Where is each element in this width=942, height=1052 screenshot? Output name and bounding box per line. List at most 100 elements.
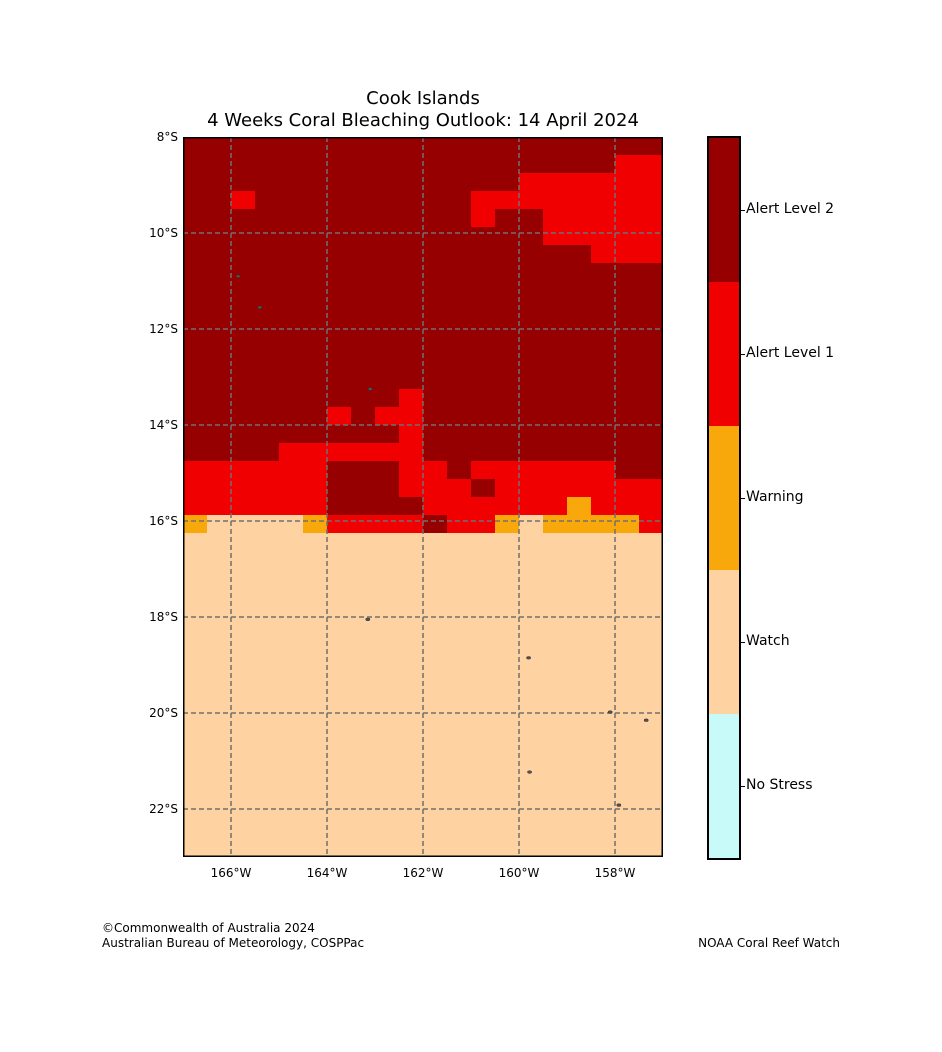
map-cell [447, 209, 472, 228]
map-cell [375, 605, 400, 624]
map-cell [495, 407, 520, 426]
map-cell [375, 173, 400, 192]
map-cell [399, 677, 424, 696]
map-cell [543, 389, 568, 408]
map-cell [447, 389, 472, 408]
map-cell [591, 731, 616, 750]
map-cell [471, 605, 496, 624]
lat-label-22s: 22°S [149, 802, 178, 816]
map-cell [327, 731, 352, 750]
map-cell [639, 155, 663, 174]
map-cell [447, 533, 472, 552]
map-cell [327, 641, 352, 660]
map-cell [615, 497, 640, 516]
map-cell [303, 623, 328, 642]
map-cell [495, 677, 520, 696]
map-cell [471, 659, 496, 678]
map-cell [447, 839, 472, 857]
map-cell [207, 209, 232, 228]
map-cell [399, 371, 424, 390]
map-cell [567, 713, 592, 732]
map-cell [375, 245, 400, 264]
map-cell [279, 515, 304, 534]
map-cell [519, 299, 544, 318]
map-cell [615, 173, 640, 192]
map-cell [591, 623, 616, 642]
map-cell [591, 659, 616, 678]
map-cell [639, 695, 663, 714]
map-cell [303, 587, 328, 606]
map-cell [519, 785, 544, 804]
map-cell [255, 263, 280, 282]
map-cell [519, 497, 544, 516]
map-cell [351, 623, 376, 642]
map-cell [327, 245, 352, 264]
map-cell [231, 425, 256, 444]
map-cell [447, 353, 472, 372]
map-cell [447, 371, 472, 390]
map-cell [519, 371, 544, 390]
map-cell [543, 245, 568, 264]
map-cell [447, 551, 472, 570]
map-cell [231, 677, 256, 696]
map-cell [303, 479, 328, 498]
map-cell [447, 173, 472, 192]
map-cell [231, 155, 256, 174]
map-cell [207, 497, 232, 516]
map-cell [375, 353, 400, 372]
map-cell [279, 371, 304, 390]
map-cell [183, 371, 208, 390]
map-cell [615, 785, 640, 804]
map-cell [279, 173, 304, 192]
map-cell [279, 191, 304, 210]
lat-label-14s: 14°S [149, 418, 178, 432]
map-cell [567, 533, 592, 552]
map-cell [543, 461, 568, 480]
map-cell [423, 767, 448, 786]
map-cell [423, 659, 448, 678]
legend-tick [739, 498, 745, 499]
map-cell [351, 641, 376, 660]
map-cell [471, 569, 496, 588]
map-cell [615, 713, 640, 732]
map-cell [327, 767, 352, 786]
map-cell [327, 155, 352, 174]
map-cell [351, 605, 376, 624]
map-cell [471, 821, 496, 840]
map-cell [327, 839, 352, 857]
map-cell [303, 137, 328, 156]
map-cell [183, 839, 208, 857]
map-cell [615, 839, 640, 857]
map-cell [519, 227, 544, 246]
map-cell [591, 785, 616, 804]
map-cell [519, 245, 544, 264]
map-cell [327, 605, 352, 624]
map-cell [615, 425, 640, 444]
map-cell [207, 695, 232, 714]
map-cell [399, 587, 424, 606]
map-cell [447, 461, 472, 480]
map-cell [327, 803, 352, 822]
map-cell [519, 209, 544, 228]
map-cell [567, 749, 592, 768]
map-cell [447, 821, 472, 840]
legend-swatch-watch [709, 570, 739, 714]
map-cell [567, 605, 592, 624]
lon-label-160w: 160°W [498, 866, 540, 880]
map-cell [567, 479, 592, 498]
map-cell [399, 461, 424, 480]
map-cell [327, 569, 352, 588]
map-cell [183, 497, 208, 516]
lat-label-16s: 16°S [149, 514, 178, 528]
map-cell [231, 353, 256, 372]
map-cell [231, 515, 256, 534]
map-cell [327, 533, 352, 552]
map-cell [615, 605, 640, 624]
map-cell [615, 335, 640, 354]
map-cell [279, 605, 304, 624]
map-cell [543, 443, 568, 462]
map-cell [303, 569, 328, 588]
map-cell [183, 245, 208, 264]
map-cell [519, 587, 544, 606]
map-cell [399, 713, 424, 732]
